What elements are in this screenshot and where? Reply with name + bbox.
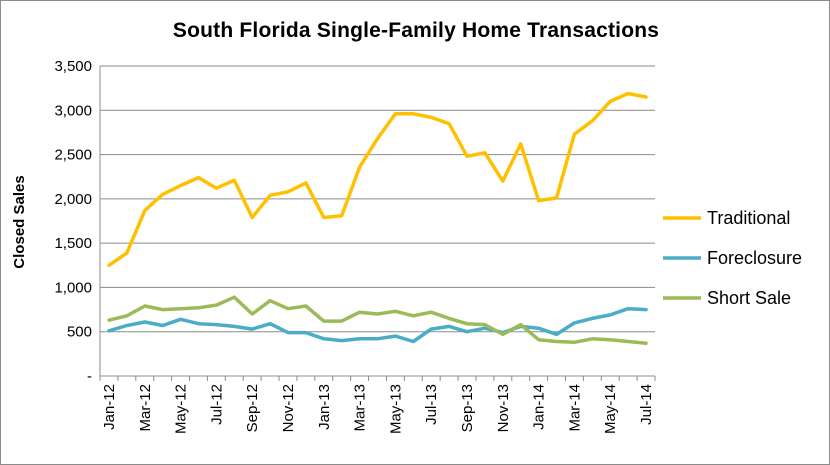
x-tick-label: Jul-12 bbox=[208, 384, 225, 425]
x-tick-label: May-12 bbox=[173, 384, 190, 434]
legend: Traditional Foreclosure Short Sale bbox=[663, 208, 802, 308]
x-tick-label: Mar-14 bbox=[566, 384, 583, 432]
legend-label-foreclosure: Foreclosure bbox=[707, 248, 802, 268]
y-axis-label: Closed Sales bbox=[11, 175, 28, 268]
x-tick-label: Nov-13 bbox=[495, 384, 512, 432]
y-tick-labels: - 500 1,000 1,500 2,000 2,500 3,000 3,500 bbox=[54, 58, 92, 385]
x-tick-label: Sep-13 bbox=[459, 384, 476, 432]
axes bbox=[99, 66, 656, 381]
x-tick-label: May-14 bbox=[602, 384, 619, 434]
x-tick-label: Mar-12 bbox=[137, 384, 154, 432]
gridlines bbox=[100, 65, 655, 333]
series-lines bbox=[107, 91, 648, 345]
y-tick-label: 2,500 bbox=[54, 147, 92, 164]
y-tick-label: 3,000 bbox=[54, 102, 92, 119]
x-tick-label: Sep-12 bbox=[244, 384, 261, 432]
x-tick-label: Jul-13 bbox=[423, 384, 440, 425]
x-tick-label: Jan-14 bbox=[531, 384, 548, 430]
y-tick-label: 1,500 bbox=[54, 235, 92, 252]
y-tick-label: 1,000 bbox=[54, 279, 92, 296]
series-line-traditional bbox=[107, 91, 648, 268]
chart-title: South Florida Single-Family Home Transac… bbox=[172, 19, 660, 42]
series-line-foreclosure bbox=[107, 306, 648, 344]
legend-label-short-sale: Short Sale bbox=[707, 288, 791, 308]
y-tick-label: 2,000 bbox=[54, 191, 92, 208]
x-tick-label: Jan-12 bbox=[101, 384, 118, 430]
x-tick-label: May-13 bbox=[387, 384, 404, 434]
x-tick-label: Nov-12 bbox=[280, 384, 297, 432]
y-tick-label: 3,500 bbox=[54, 58, 92, 75]
x-tick-labels: Jan-12 Mar-12 May-12 Jul-12 Sep-12 Nov-12 Jan-… bbox=[101, 384, 655, 434]
series-line-short-sale bbox=[107, 295, 648, 345]
legend-label-traditional: Traditional bbox=[707, 208, 790, 228]
x-tick-label: Jul-14 bbox=[638, 384, 655, 425]
y-tick-label: 500 bbox=[67, 324, 92, 341]
x-tick-label: Mar-13 bbox=[352, 384, 369, 432]
y-tick-label: - bbox=[87, 368, 92, 385]
x-tick-label: Jan-13 bbox=[316, 384, 333, 430]
